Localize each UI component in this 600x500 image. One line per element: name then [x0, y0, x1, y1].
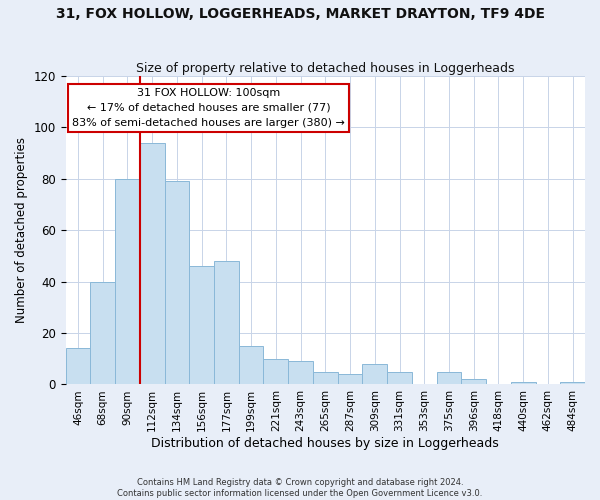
Title: Size of property relative to detached houses in Loggerheads: Size of property relative to detached ho… [136, 62, 515, 74]
Bar [214, 261, 239, 384]
Bar [239, 346, 263, 385]
Bar [338, 374, 362, 384]
Bar [362, 364, 387, 384]
Bar [65, 348, 91, 384]
Bar [387, 372, 412, 384]
Bar [140, 142, 164, 384]
Bar [164, 181, 190, 384]
Text: 31, FOX HOLLOW, LOGGERHEADS, MARKET DRAYTON, TF9 4DE: 31, FOX HOLLOW, LOGGERHEADS, MARKET DRAY… [56, 8, 545, 22]
Bar [313, 372, 338, 384]
Bar [461, 380, 486, 384]
Text: 31 FOX HOLLOW: 100sqm
← 17% of detached houses are smaller (77)
83% of semi-deta: 31 FOX HOLLOW: 100sqm ← 17% of detached … [72, 88, 345, 128]
Y-axis label: Number of detached properties: Number of detached properties [15, 137, 28, 323]
Bar [560, 382, 585, 384]
Bar [437, 372, 461, 384]
Bar [288, 362, 313, 384]
Bar [115, 178, 140, 384]
Text: Contains HM Land Registry data © Crown copyright and database right 2024.
Contai: Contains HM Land Registry data © Crown c… [118, 478, 482, 498]
X-axis label: Distribution of detached houses by size in Loggerheads: Distribution of detached houses by size … [151, 437, 499, 450]
Bar [91, 282, 115, 385]
Bar [190, 266, 214, 384]
Bar [263, 358, 288, 384]
Bar [511, 382, 536, 384]
